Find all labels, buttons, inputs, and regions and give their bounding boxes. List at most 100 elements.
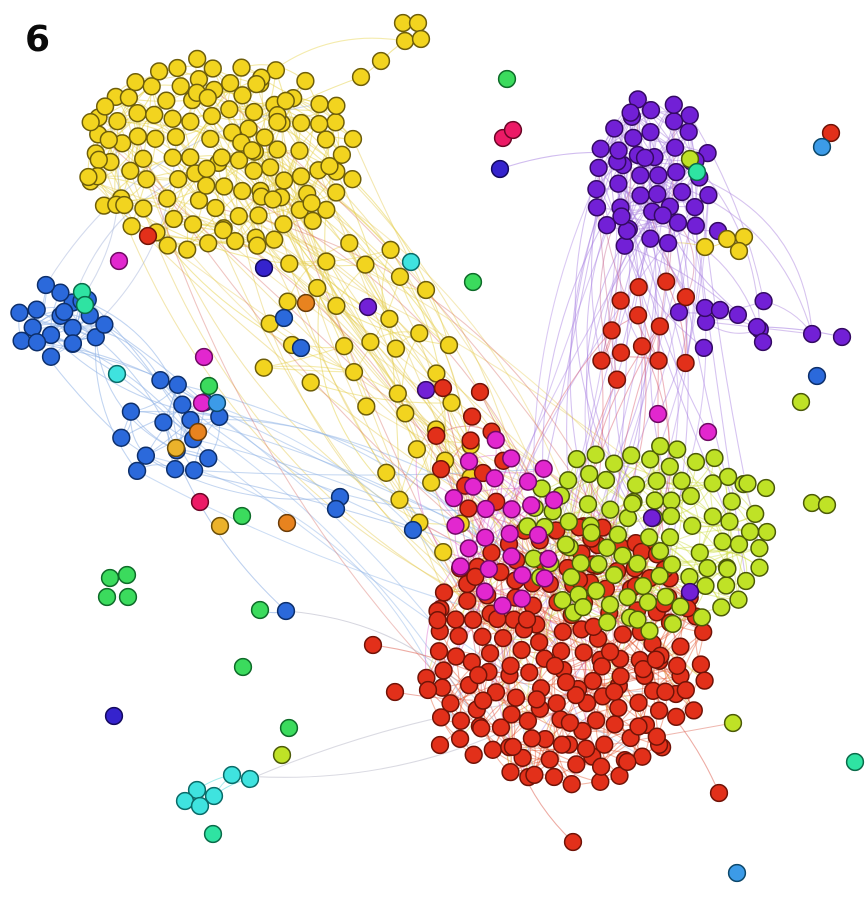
graph-node xyxy=(566,685,586,705)
graph-node xyxy=(671,597,690,616)
graph-node xyxy=(470,382,490,402)
graph-node xyxy=(247,74,266,94)
graph-node xyxy=(221,74,240,93)
graph-node xyxy=(292,113,311,133)
graph-node xyxy=(254,358,273,377)
graph-node xyxy=(361,332,380,352)
graph-node xyxy=(244,161,263,180)
graph-node xyxy=(591,139,610,158)
graph-node xyxy=(233,181,252,201)
graph-node xyxy=(613,625,632,644)
graph-edge xyxy=(222,229,514,747)
graph-edge xyxy=(631,503,700,554)
graph-node xyxy=(683,516,702,535)
graph-node xyxy=(618,587,637,607)
graph-node xyxy=(648,404,668,424)
graph-node xyxy=(718,467,738,487)
graph-edge xyxy=(685,195,709,364)
graph-node xyxy=(527,690,546,709)
graph-node xyxy=(513,565,532,585)
graph-node xyxy=(802,493,822,513)
graph-node xyxy=(212,148,231,167)
graph-node xyxy=(104,706,124,726)
graph-node xyxy=(562,567,581,587)
graph-node xyxy=(476,499,495,519)
graph-node xyxy=(687,162,707,182)
graph-node xyxy=(605,119,624,138)
graph-node xyxy=(446,647,466,666)
graph-edge xyxy=(699,176,813,335)
graph-node xyxy=(357,397,376,416)
graph-node xyxy=(629,717,648,736)
graph-node xyxy=(466,567,485,586)
graph-node xyxy=(641,229,660,248)
graph-node xyxy=(226,231,245,251)
graph-node xyxy=(79,167,98,187)
graph-node xyxy=(680,106,699,125)
graph-node xyxy=(408,13,428,33)
graph-node xyxy=(232,506,252,526)
graph-node xyxy=(344,362,364,382)
graph-node xyxy=(686,452,706,472)
graph-edge xyxy=(194,173,504,639)
graph-node xyxy=(403,520,423,540)
graph-node xyxy=(164,209,183,229)
graph-edge xyxy=(145,455,461,740)
graph-node xyxy=(198,88,217,108)
graph-node xyxy=(600,595,620,614)
graph-node xyxy=(750,539,769,558)
graph-node xyxy=(540,750,559,769)
graph-edge xyxy=(353,276,401,373)
graph-node xyxy=(250,600,270,620)
graph-node xyxy=(669,303,689,322)
graph-node xyxy=(335,337,354,356)
graph-node xyxy=(310,114,329,134)
graph-node xyxy=(671,637,690,656)
graph-node xyxy=(641,122,660,142)
graph-node xyxy=(261,158,280,177)
graph-node xyxy=(430,735,450,755)
graph-node xyxy=(343,170,362,189)
graph-node xyxy=(265,230,284,249)
graph-node xyxy=(446,610,465,629)
graph-node xyxy=(493,628,513,648)
graph-node xyxy=(591,757,611,776)
graph-node xyxy=(832,327,852,347)
graph-node xyxy=(650,566,669,586)
graph-edge xyxy=(264,137,450,346)
graph-node xyxy=(380,309,399,329)
graph-node xyxy=(558,471,578,490)
graph-node xyxy=(332,145,352,164)
graph-edge xyxy=(72,327,161,381)
graph-node xyxy=(649,701,669,720)
graph-node xyxy=(628,554,647,573)
graph-node xyxy=(596,470,616,490)
graph-node xyxy=(602,321,621,340)
graph-node xyxy=(433,378,453,398)
graph-node xyxy=(631,166,650,185)
graph-node xyxy=(624,128,643,148)
graph-node xyxy=(290,141,309,160)
graph-node xyxy=(491,718,511,737)
graph-node xyxy=(611,291,630,310)
graph-node xyxy=(729,590,748,609)
graph-node xyxy=(464,477,483,496)
graph-node xyxy=(222,765,242,785)
graph-node xyxy=(552,735,572,754)
graph-node xyxy=(416,380,436,400)
graph-node xyxy=(255,128,274,147)
graph-node xyxy=(55,302,74,322)
graph-node xyxy=(722,492,741,511)
graph-node xyxy=(535,569,554,588)
graph-node xyxy=(395,31,415,51)
graph-node xyxy=(188,49,207,69)
graph-node xyxy=(544,767,564,787)
graph-node xyxy=(686,216,705,235)
graph-node xyxy=(501,762,520,782)
graph-node xyxy=(518,472,538,491)
graph-edge xyxy=(285,610,514,748)
graph-node xyxy=(410,324,429,343)
graph-node xyxy=(41,325,61,345)
graph-node xyxy=(562,775,581,794)
graph-node xyxy=(274,308,294,328)
